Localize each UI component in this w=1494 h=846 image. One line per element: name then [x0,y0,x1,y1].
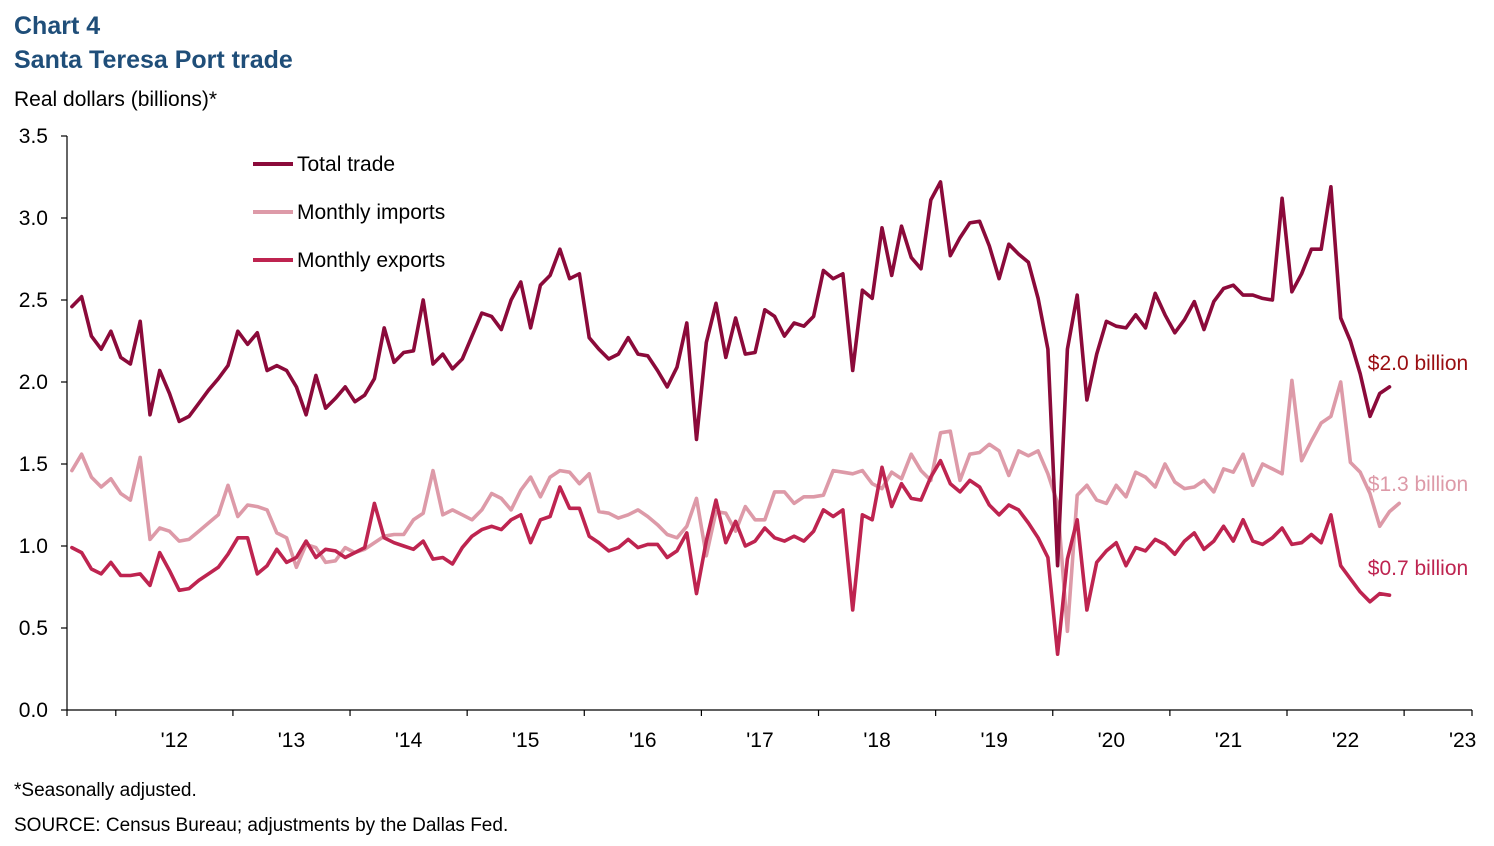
x-tick-label: '17 [746,729,773,752]
end-label-monthly-exports: $0.7 billion [1368,557,1468,580]
x-tick-label: '20 [1098,729,1125,752]
series-line-total-trade [70,180,1392,568]
series-line-monthly-imports [70,378,1401,634]
y-tick-label: 3.5 [19,125,48,148]
x-tick-label: '23 [1449,729,1476,752]
x-tick-label: '18 [863,729,890,752]
legend-label-monthly-exports: Monthly exports [297,249,445,272]
y-tick-label: 1.5 [19,453,48,476]
chart-heading: Chart 4 Santa Teresa Port trade [14,9,293,77]
legend-label-total-trade: Total trade [297,153,395,176]
y-tick-label: 2.0 [19,371,48,394]
chart-number: Chart 4 [14,12,101,40]
y-tick-label: 2.5 [19,289,48,312]
chart-title: Santa Teresa Port trade [14,46,293,74]
x-tick-label: '21 [1215,729,1242,752]
x-tick-label: '16 [629,729,656,752]
y-tick-label: 0.0 [19,699,48,722]
end-label-total-trade: $2.0 billion [1368,352,1468,375]
legend-label-monthly-imports: Monthly imports [297,201,445,224]
x-tick-label: '14 [395,729,423,752]
y-tick-label: 0.5 [19,617,48,640]
y-tick-label: 1.0 [19,535,48,558]
y-axis-label: Real dollars (billions)* [14,88,218,111]
source-note: SOURCE: Census Bureau; adjustments by th… [14,815,509,836]
end-labels: $2.0 billion $1.3 billion $0.7 billion [1368,352,1468,580]
series-line-monthly-exports [70,458,1392,657]
x-axis: '12 '13 '14 '15 '16 '17 '18 '19 '20 '21 '22 '23 [66,709,1476,752]
x-tick-label: '13 [278,729,305,752]
x-tick-label: '15 [512,729,539,752]
footnote: *Seasonally adjusted. [14,780,197,801]
legend: Total trade Monthly imports Monthly export… [253,153,445,272]
x-tick-label: '19 [981,729,1008,752]
y-axis: 0.0 0.5 1.0 1.5 2.0 2.5 3.0 3.5 [19,125,68,722]
y-tick-label: 3.0 [19,207,48,230]
end-label-monthly-imports: $1.3 billion [1368,473,1468,496]
x-tick-label: '12 [161,729,188,752]
x-tick-label: '22 [1332,729,1359,752]
series-lines [70,180,1401,657]
